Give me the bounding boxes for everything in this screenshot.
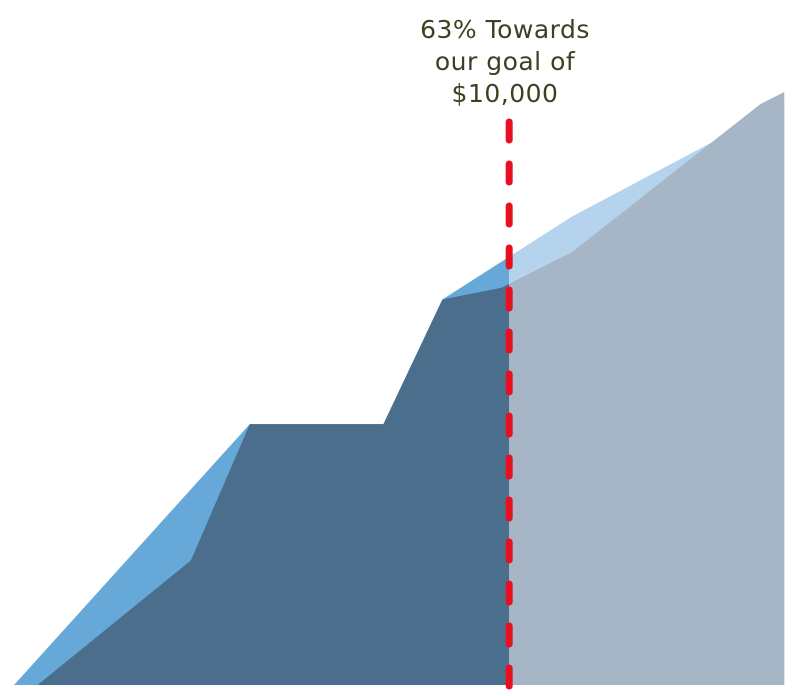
goal-annotation-line-2: our goal of [434,47,576,76]
goal-annotation-line-1: 63% Towards [420,15,590,44]
front-area-remaining [509,92,785,685]
front-area-completed [37,283,510,685]
goal-annotation: 63% Towards our goal of $10,000 [405,14,605,110]
goal-annotation-line-3: $10,000 [451,79,559,108]
